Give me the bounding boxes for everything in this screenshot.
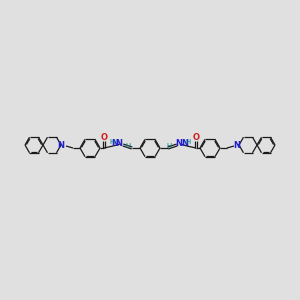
Text: O: O [100, 133, 107, 142]
Text: H: H [186, 139, 191, 145]
Text: H: H [125, 142, 130, 148]
Text: N: N [112, 139, 118, 148]
Text: O: O [193, 133, 200, 142]
Text: N: N [182, 139, 188, 148]
Text: H: H [109, 139, 114, 145]
Text: N: N [116, 139, 122, 148]
Text: N: N [175, 139, 182, 148]
Text: N: N [58, 140, 64, 149]
Text: H: H [167, 142, 172, 148]
Text: N: N [233, 140, 240, 149]
